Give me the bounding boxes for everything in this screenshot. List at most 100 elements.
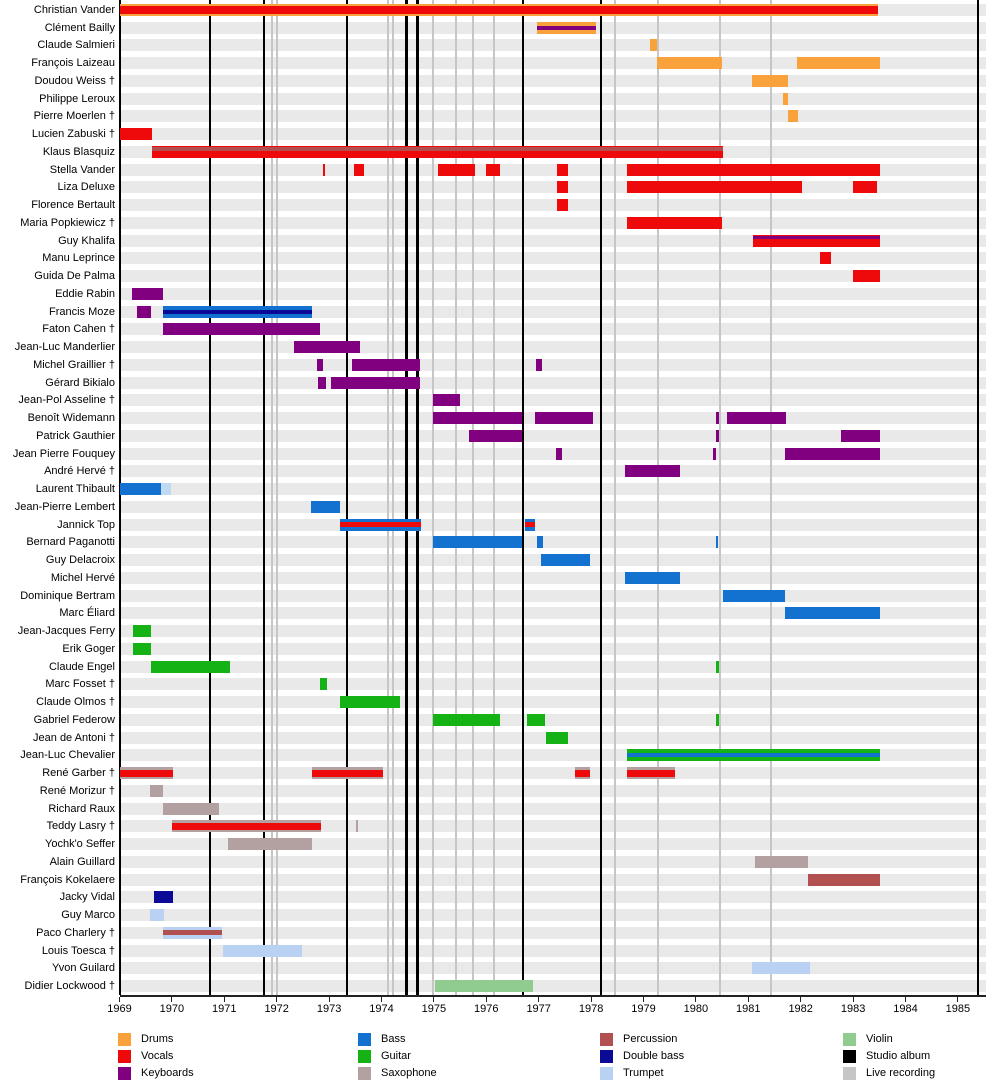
member-label[interactable]: Lucien Zabuski † — [31, 128, 115, 141]
member-label[interactable]: Stella Vander — [49, 163, 115, 176]
member-label[interactable]: Yvon Guilard — [52, 962, 115, 975]
legend-item: Keyboards — [118, 1067, 338, 1080]
member-label[interactable]: Richard Raux — [48, 802, 115, 815]
member-label[interactable]: Jean Pierre Fouquey — [12, 447, 115, 460]
member-label[interactable]: Guy Khalifa — [58, 234, 115, 247]
member-label[interactable]: François Laizeau — [31, 57, 115, 70]
studio-album-line — [976, 0, 979, 995]
year-label: 1969 — [107, 1003, 132, 1015]
member-label[interactable]: René Garber † — [42, 767, 115, 780]
timeline-bar — [537, 536, 543, 549]
timeline-bar — [525, 518, 536, 531]
member-row-band — [119, 287, 986, 300]
member-label[interactable]: Gabriel Federow — [33, 713, 115, 726]
member-label[interactable]: François Kokelaere — [20, 873, 115, 886]
timeline-bar — [535, 412, 594, 425]
member-label[interactable]: Klaus Blasquiz — [42, 145, 115, 158]
timeline-bar — [150, 660, 231, 673]
member-label[interactable]: Christian Vander — [33, 3, 115, 16]
member-label[interactable]: Yochk'o Seffer — [45, 838, 115, 851]
member-label[interactable]: Paco Charlery † — [36, 926, 115, 939]
member-label[interactable]: Claude Olmos † — [36, 696, 115, 709]
member-label[interactable]: Michel Graillier † — [33, 358, 115, 371]
member-label[interactable]: Jean de Antoni † — [33, 731, 115, 744]
member-label[interactable]: Florence Bertault — [31, 199, 115, 212]
member-label[interactable]: Dominique Bertram — [20, 589, 115, 602]
timeline-bar — [852, 270, 880, 283]
member-row-band — [119, 199, 986, 212]
year-label: 1984 — [893, 1003, 918, 1015]
member-label[interactable]: Guy Marco — [61, 909, 115, 922]
bar-core-stripe — [574, 769, 591, 777]
legend-label: Percussion — [623, 1033, 678, 1045]
timeline-bar — [469, 429, 522, 442]
timeline-bar — [784, 447, 880, 460]
timeline-bar — [841, 429, 880, 442]
year-tick — [328, 996, 330, 1002]
timeline-bar — [432, 713, 500, 726]
member-label[interactable]: Claude Engel — [48, 660, 115, 673]
member-row-band — [119, 429, 986, 442]
timeline-bar — [162, 323, 321, 336]
member-row-band — [119, 607, 986, 620]
member-label[interactable]: Laurent Thibault — [35, 483, 115, 496]
member-label[interactable]: Bernard Paganotti — [26, 536, 115, 549]
member-label[interactable]: Jean-Pierre Lembert — [14, 500, 115, 513]
studio-album-line — [405, 0, 408, 995]
member-row-band — [119, 625, 986, 638]
timeline-bar — [715, 536, 718, 549]
member-label[interactable]: Philippe Leroux — [39, 92, 115, 105]
member-label[interactable]: Faton Cahen † — [42, 323, 115, 336]
timeline-bar — [852, 181, 877, 194]
member-label[interactable]: Marc Fosset † — [45, 678, 115, 691]
member-label[interactable]: Louis Toesca † — [41, 944, 115, 957]
member-row-band — [119, 394, 986, 407]
member-label[interactable]: Alain Guillard — [49, 855, 115, 868]
member-label[interactable]: Jean-Pol Asseline † — [18, 394, 115, 407]
member-row-band — [119, 838, 986, 851]
live-recording-line — [276, 0, 279, 995]
member-label[interactable]: Patrick Gauthier — [36, 429, 115, 442]
member-label[interactable]: Didier Lockwood † — [24, 980, 116, 993]
member-label[interactable]: André Hervé † — [44, 465, 115, 478]
member-label[interactable]: Pierre Moerlen † — [33, 110, 115, 123]
member-label[interactable]: Guy Delacroix — [45, 554, 115, 567]
member-label[interactable]: Guida De Palma — [34, 270, 115, 283]
member-label[interactable]: Jean-Luc Manderlier — [14, 341, 115, 354]
member-label[interactable]: Maria Popkiewicz † — [20, 216, 115, 229]
member-label[interactable]: Jean-Luc Chevalier — [20, 749, 115, 762]
member-label[interactable]: Claude Salmieri — [37, 39, 115, 52]
year-label: 1974 — [369, 1003, 394, 1015]
member-label[interactable]: Benoît Widemann — [27, 412, 115, 425]
legend-swatch-percussion — [600, 1033, 613, 1046]
member-label[interactable]: Teddy Lasry † — [46, 820, 115, 833]
member-label[interactable]: Eddie Rabin — [55, 287, 115, 300]
live-recording-line — [614, 0, 617, 995]
timeline-bar — [227, 838, 312, 851]
studio-album-line — [416, 0, 419, 995]
member-label[interactable]: Jannick Top — [57, 518, 115, 531]
member-row-band — [119, 465, 986, 478]
member-label[interactable]: Erik Goger — [62, 642, 115, 655]
member-label[interactable]: Jacky Vidal — [59, 891, 115, 904]
member-label[interactable]: Manu Leprince — [42, 252, 115, 265]
member-row-band — [119, 589, 986, 602]
member-label[interactable]: René Morizur † — [39, 784, 115, 797]
member-row-band — [119, 252, 986, 265]
timeline-bar — [320, 678, 327, 691]
timeline-bar — [119, 128, 152, 141]
member-label[interactable]: Marc Éliard — [59, 607, 115, 620]
legend-label: Violin — [866, 1033, 893, 1045]
member-row-band — [119, 767, 986, 780]
legend-label: Drums — [141, 1033, 174, 1045]
member-row-band — [119, 678, 986, 691]
member-label[interactable]: Jean-Jacques Ferry — [17, 625, 115, 638]
timeline-bar — [649, 39, 658, 52]
member-label[interactable]: Clément Bailly — [44, 21, 115, 34]
member-label[interactable]: Gérard Bikialo — [45, 376, 115, 389]
member-label[interactable]: Doudou Weiss † — [34, 74, 115, 87]
member-label[interactable]: Francis Moze — [48, 305, 115, 318]
member-label[interactable]: Michel Hervé — [50, 571, 115, 584]
timeline-bar — [340, 518, 421, 531]
member-label[interactable]: Liza Deluxe — [57, 181, 115, 194]
